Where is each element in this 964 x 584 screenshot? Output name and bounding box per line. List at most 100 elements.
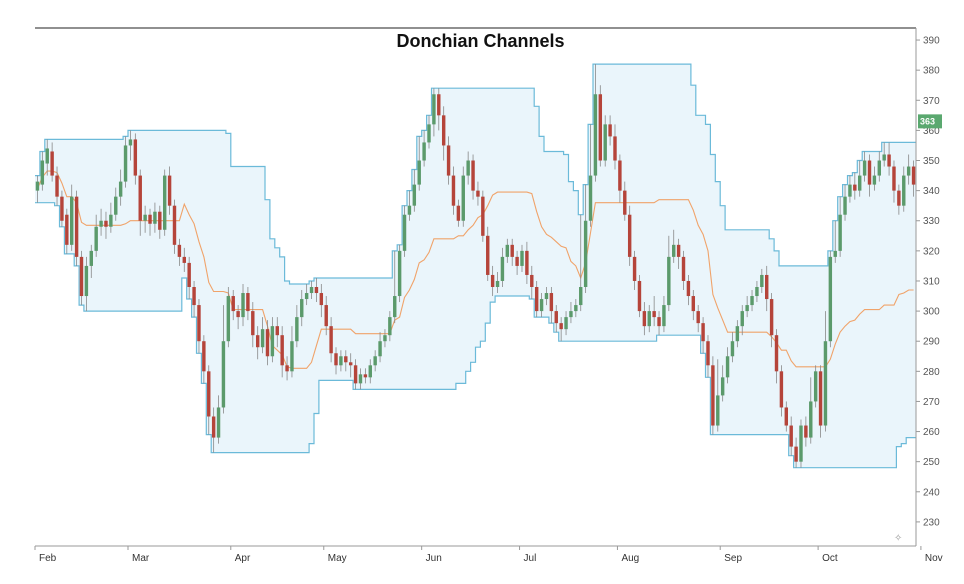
candle xyxy=(564,311,568,336)
candle xyxy=(691,290,696,321)
candle-body xyxy=(902,175,906,206)
candle xyxy=(324,296,328,336)
candle-body xyxy=(104,220,108,227)
candle-body xyxy=(534,287,539,312)
candle xyxy=(833,220,837,263)
candle-body xyxy=(676,244,681,257)
candle xyxy=(735,320,740,348)
candle xyxy=(750,290,754,312)
candle-body xyxy=(794,446,798,462)
candle xyxy=(153,202,157,233)
candle-body xyxy=(324,305,328,327)
candle-body xyxy=(412,184,417,206)
candle-body xyxy=(339,356,343,366)
candle-body xyxy=(833,250,837,257)
candle-body xyxy=(515,256,519,266)
candle xyxy=(334,347,338,375)
x-tick-label: Nov xyxy=(925,553,943,564)
candle-body xyxy=(437,94,441,116)
candle xyxy=(128,130,133,161)
candle xyxy=(711,356,715,435)
candle xyxy=(207,365,211,435)
candle-body xyxy=(285,365,289,372)
candle xyxy=(911,160,916,197)
candle-body xyxy=(241,293,245,318)
candle-body xyxy=(774,335,779,372)
candle-body xyxy=(872,175,877,185)
last-price-label: 363 xyxy=(920,116,935,126)
y-tick-label: 350 xyxy=(923,156,940,167)
candle-body xyxy=(779,371,784,408)
candle xyxy=(672,229,676,263)
candle xyxy=(906,154,911,185)
candle-body xyxy=(251,311,255,336)
candle-body xyxy=(657,317,661,327)
candle xyxy=(344,350,348,372)
candle xyxy=(202,335,206,384)
candle xyxy=(55,166,59,206)
candle-body xyxy=(348,362,353,366)
candle-body xyxy=(725,356,730,378)
candle-body xyxy=(35,181,40,191)
candle xyxy=(769,293,774,348)
candle xyxy=(74,190,79,266)
lower-channel-line xyxy=(35,202,916,469)
candle xyxy=(657,311,661,336)
candle-body xyxy=(236,311,240,318)
candle-body xyxy=(530,274,534,287)
candle xyxy=(476,181,480,206)
candle-body xyxy=(50,151,54,176)
candle xyxy=(486,226,490,281)
candle xyxy=(867,154,872,197)
candle-body xyxy=(911,166,916,185)
candle-body xyxy=(231,296,235,312)
candle-body xyxy=(647,311,651,327)
candle-body xyxy=(397,250,402,297)
candle-body xyxy=(158,211,162,230)
candle xyxy=(329,317,333,363)
candle xyxy=(383,329,387,348)
candle xyxy=(745,296,749,318)
candle-body xyxy=(471,160,475,191)
candle xyxy=(740,305,744,336)
candle-body xyxy=(486,235,490,275)
candle-body xyxy=(207,371,211,417)
candle xyxy=(843,184,847,221)
candle xyxy=(779,365,784,417)
candle xyxy=(681,250,686,291)
candle xyxy=(525,241,529,284)
candle xyxy=(187,256,191,300)
candle-body xyxy=(99,220,103,227)
candle xyxy=(730,332,735,363)
candle-body xyxy=(368,365,372,378)
candle xyxy=(314,277,319,303)
y-tick-label: 310 xyxy=(923,276,940,287)
candle-body xyxy=(109,214,113,227)
candle xyxy=(882,142,886,167)
candle xyxy=(813,365,818,408)
candle-body xyxy=(451,175,456,206)
candle xyxy=(133,133,138,185)
candle-body xyxy=(569,311,573,318)
candle xyxy=(300,290,304,327)
candle xyxy=(143,205,147,233)
candle-body xyxy=(143,214,147,221)
candle xyxy=(510,238,514,266)
candle-body xyxy=(123,145,128,182)
candle xyxy=(280,326,284,378)
middle-channel-line xyxy=(36,170,914,369)
candle xyxy=(481,190,485,242)
candle xyxy=(515,250,519,275)
candle-body xyxy=(867,160,872,185)
candle-body xyxy=(402,214,407,251)
candle xyxy=(902,166,906,212)
candle-body xyxy=(216,407,221,438)
candle-body xyxy=(202,341,206,372)
candle-body xyxy=(701,323,705,342)
candle xyxy=(618,154,622,203)
candle xyxy=(60,190,64,227)
candle xyxy=(471,154,475,200)
candle xyxy=(603,115,607,167)
x-tick-label: Jun xyxy=(426,553,442,564)
candle xyxy=(466,151,470,185)
